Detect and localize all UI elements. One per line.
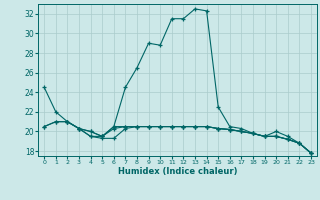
X-axis label: Humidex (Indice chaleur): Humidex (Indice chaleur)	[118, 167, 237, 176]
